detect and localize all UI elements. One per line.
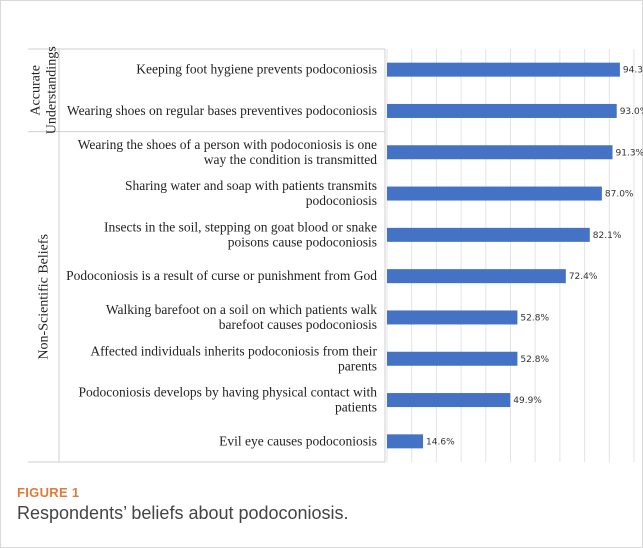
- figure-caption: Respondents’ beliefs about podoconiosis.: [17, 503, 349, 523]
- category-label: Keeping foot hygiene prevents podoconios…: [136, 62, 377, 77]
- category-label: Podoconiosis is a result of curse or pun…: [66, 268, 377, 283]
- group-dividers: [28, 48, 386, 463]
- value-label: 49.9%: [513, 396, 542, 406]
- value-label: 87.0%: [605, 190, 634, 200]
- value-label: 94.3%: [623, 66, 643, 76]
- bar: [387, 186, 602, 201]
- group-labels: AccurateUnderstandings Non-Scientific Bel…: [29, 46, 60, 359]
- group-label: Non-Scientific Beliefs: [37, 234, 52, 360]
- figure-label: FIGURE 1: [17, 485, 80, 500]
- value-label: 14.6%: [426, 437, 455, 447]
- category-label: Podoconiosis develops by having physical…: [79, 385, 378, 415]
- category-label: Wearing shoes on regular bases preventiv…: [67, 103, 377, 118]
- value-label: 93.0%: [620, 107, 643, 117]
- group-label: AccurateUnderstandings: [29, 46, 60, 134]
- category-label: Affected individuals inherits podoconios…: [90, 343, 377, 373]
- bars: [387, 62, 620, 449]
- bar: [387, 103, 617, 118]
- value-label: 82.1%: [593, 231, 622, 241]
- bar: [387, 310, 518, 325]
- category-labels: Keeping foot hygiene prevents podoconios…: [66, 62, 377, 449]
- category-label: Sharing water and soap with patients tra…: [125, 178, 377, 208]
- category-label: Insects in the soil, stepping on goat bl…: [104, 219, 377, 249]
- bar: [387, 227, 590, 242]
- value-labels: 94.3% 93.0% 91.3% 87.0% 82.1% 72.4% 52.8% 52.8%…: [426, 66, 643, 448]
- value-label: 72.4%: [569, 272, 598, 282]
- bar: [387, 145, 613, 160]
- category-label: Wearing the shoes of a person with podoc…: [78, 137, 377, 167]
- value-label: 52.8%: [520, 355, 549, 365]
- category-label: Evil eye causes podoconiosis: [219, 433, 377, 448]
- value-label: 52.8%: [520, 313, 549, 323]
- bar: [387, 62, 620, 77]
- bar-chart: AccurateUnderstandings Non-Scientific Bel…: [28, 46, 643, 463]
- bar: [387, 434, 424, 449]
- value-label: 91.3%: [616, 148, 643, 158]
- bar: [387, 393, 511, 408]
- bar: [387, 269, 566, 284]
- category-label: Walking barefoot on a soil on which pati…: [106, 302, 377, 332]
- bar: [387, 351, 518, 366]
